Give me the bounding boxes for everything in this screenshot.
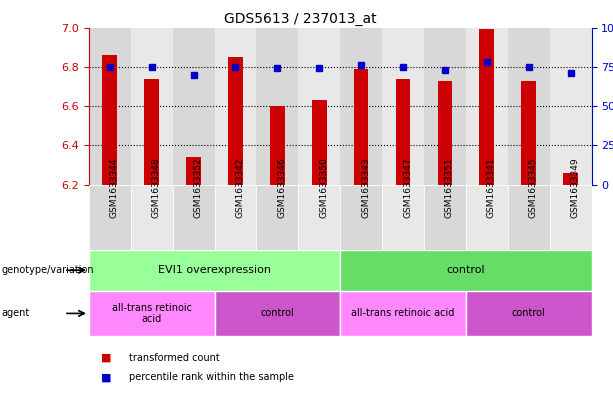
Bar xyxy=(89,185,131,250)
Bar xyxy=(299,185,340,250)
Bar xyxy=(508,185,550,250)
Bar xyxy=(550,28,592,185)
Text: GSM1633350: GSM1633350 xyxy=(319,158,329,219)
Text: GSM1633341: GSM1633341 xyxy=(487,158,496,218)
Bar xyxy=(131,185,173,250)
Text: GSM1633342: GSM1633342 xyxy=(235,158,245,218)
Text: GSM1633346: GSM1633346 xyxy=(277,158,286,218)
Bar xyxy=(89,28,131,185)
Text: GDS5613 / 237013_at: GDS5613 / 237013_at xyxy=(224,12,376,26)
Bar xyxy=(438,81,452,185)
Bar xyxy=(173,28,215,185)
Bar xyxy=(424,28,466,185)
Bar xyxy=(215,291,340,336)
Bar xyxy=(173,185,215,250)
Bar xyxy=(508,28,550,185)
Bar xyxy=(340,185,382,250)
Text: GSM1633349: GSM1633349 xyxy=(571,158,580,218)
Bar xyxy=(466,185,508,250)
Text: control: control xyxy=(446,265,485,275)
Bar xyxy=(186,157,201,185)
Bar xyxy=(256,185,299,250)
Text: ■: ■ xyxy=(101,353,112,363)
Bar xyxy=(299,28,340,185)
Text: GSM1633347: GSM1633347 xyxy=(403,158,412,218)
Bar xyxy=(479,29,494,185)
Bar xyxy=(466,28,508,185)
Text: GSM1633345: GSM1633345 xyxy=(528,158,538,218)
Bar xyxy=(89,291,215,336)
Bar xyxy=(215,185,256,250)
Bar xyxy=(354,69,368,185)
Bar xyxy=(145,79,159,185)
Bar xyxy=(340,28,382,185)
Text: GSM1633352: GSM1633352 xyxy=(194,158,203,218)
Text: GSM1633351: GSM1633351 xyxy=(445,158,454,219)
Text: GSM1633343: GSM1633343 xyxy=(361,158,370,218)
Bar xyxy=(340,250,592,291)
Bar xyxy=(382,28,424,185)
Text: GSM1633344: GSM1633344 xyxy=(110,158,119,218)
Bar xyxy=(312,100,327,185)
Bar xyxy=(563,173,578,185)
Bar xyxy=(256,28,299,185)
Bar xyxy=(466,291,592,336)
Bar xyxy=(340,291,466,336)
Text: agent: agent xyxy=(1,309,29,318)
Text: EVI1 overexpression: EVI1 overexpression xyxy=(158,265,271,275)
Bar xyxy=(131,28,173,185)
Bar xyxy=(89,250,340,291)
Bar xyxy=(228,57,243,185)
Bar xyxy=(382,185,424,250)
Text: control: control xyxy=(261,309,294,318)
Bar xyxy=(396,79,410,185)
Text: transformed count: transformed count xyxy=(129,353,219,363)
Text: genotype/variation: genotype/variation xyxy=(1,265,94,275)
Text: all-trans retinoic
acid: all-trans retinoic acid xyxy=(112,303,192,324)
Bar xyxy=(522,81,536,185)
Text: control: control xyxy=(512,309,546,318)
Bar xyxy=(270,106,284,185)
Bar xyxy=(550,185,592,250)
Text: all-trans retinoic acid: all-trans retinoic acid xyxy=(351,309,455,318)
Text: ■: ■ xyxy=(101,372,112,382)
Bar xyxy=(215,28,256,185)
Bar xyxy=(102,55,117,185)
Text: percentile rank within the sample: percentile rank within the sample xyxy=(129,372,294,382)
Bar xyxy=(424,185,466,250)
Text: GSM1633348: GSM1633348 xyxy=(151,158,161,218)
